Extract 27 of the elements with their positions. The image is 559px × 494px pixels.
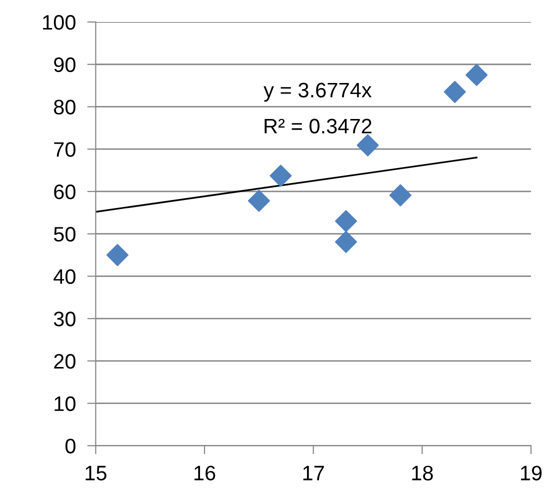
y-tick-label: 70 <box>54 142 76 157</box>
y-tick-label: 60 <box>54 184 76 200</box>
y-tick-label: 40 <box>54 269 76 284</box>
y-tick-label: 10 <box>54 396 76 412</box>
y-tick-label: 30 <box>54 312 76 326</box>
y-tick-label: 50 <box>54 226 76 242</box>
x-tick-label: 17 <box>303 466 324 480</box>
point <box>356 134 379 156</box>
y-tick-label: 0 <box>65 438 76 454</box>
x-tick-label: 19 <box>521 466 542 480</box>
y-tick-label: 100 <box>43 15 76 30</box>
point <box>248 190 270 212</box>
point <box>389 184 412 206</box>
point <box>444 80 466 103</box>
y-tick-label: 90 <box>54 57 76 72</box>
point <box>270 164 292 187</box>
x-tick-label: 18 <box>412 466 433 480</box>
annotation: R² = 0.3472 <box>264 118 372 134</box>
point <box>466 64 488 86</box>
point <box>335 210 357 232</box>
point <box>335 230 357 253</box>
y-tick-label: 20 <box>54 354 76 369</box>
y-tick-label: 80 <box>54 100 76 114</box>
point <box>106 244 128 266</box>
x-tick-label: 15 <box>86 466 106 480</box>
annotation: y = 3.6774x <box>264 82 372 102</box>
x-tick-label: 16 <box>194 466 216 480</box>
